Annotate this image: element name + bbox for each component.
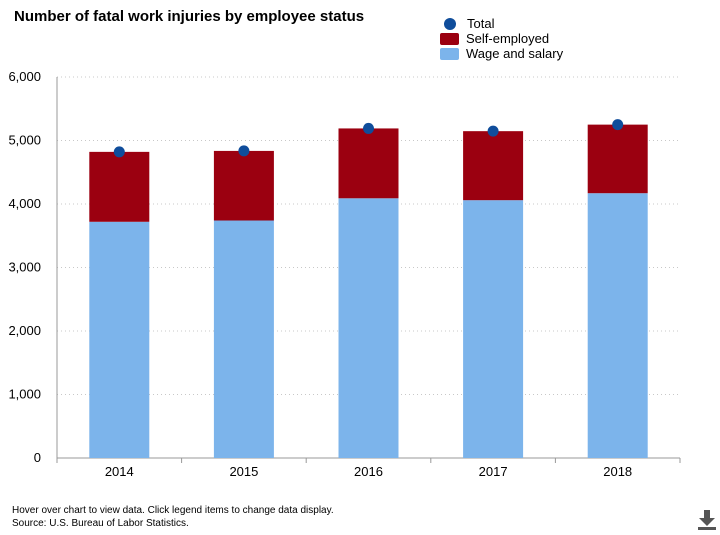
bar-wage-and-salary (463, 200, 524, 458)
bar-self-employed (213, 150, 274, 221)
bar-self-employed (587, 124, 648, 194)
x-tick-label: 2014 (105, 464, 134, 479)
legend-label-self-employed: Self-employed (466, 31, 550, 46)
legend-swatch-total (444, 17, 456, 30)
legend-swatch-wage-and-salary (440, 47, 459, 60)
bar-wage-and-salary (213, 220, 274, 458)
point-total (238, 145, 250, 157)
download-icon[interactable] (696, 508, 718, 530)
bar-self-employed (89, 151, 150, 222)
x-tick-label: 2016 (354, 464, 383, 479)
x-tick-label: 2018 (603, 464, 632, 479)
bar-wage-and-salary (338, 198, 399, 458)
chart-footer: Hover over chart to view data. Click leg… (12, 504, 334, 530)
y-tick-label: 5,000 (8, 133, 41, 148)
bar-self-employed (463, 131, 524, 201)
y-tick-label: 3,000 (8, 260, 41, 275)
legend-item-self-employed[interactable]: Self-employed (440, 31, 563, 46)
legend-label-total: Total (467, 16, 495, 31)
chart-plot[interactable]: 0 1,000 2,000 3,000 4,000 5,000 6,000 2014 2015 2… (0, 0, 720, 500)
source-note: Source: U.S. Bureau of Labor Statistics. (12, 518, 189, 529)
x-tick-label: 2017 (479, 464, 508, 479)
point-total (612, 119, 624, 131)
legend: Total Self-employed Wage and salary (440, 16, 563, 61)
legend-item-total[interactable]: Total (440, 16, 563, 31)
y-tick-label: 0 (34, 450, 41, 465)
bar-wage-and-salary (587, 193, 648, 458)
chart-title: Number of fatal work injuries by employe… (14, 8, 365, 25)
point-total (113, 146, 125, 158)
x-tick-label: 2015 (229, 464, 258, 479)
legend-swatch-self-employed (440, 32, 459, 45)
legend-label-wage-and-salary: Wage and salary (466, 46, 564, 61)
point-total (487, 125, 499, 137)
point-total (363, 122, 374, 134)
bar-self-employed (338, 128, 399, 199)
y-tick-label: 4,000 (8, 196, 41, 211)
y-tick-label: 1,000 (8, 387, 41, 402)
hover-instructions: Hover over chart to view data. Click leg… (12, 505, 334, 516)
legend-item-wage-and-salary[interactable]: Wage and salary (440, 46, 563, 61)
bar-wage-and-salary (89, 221, 150, 458)
y-tick-label: 2,000 (8, 323, 41, 338)
y-tick-label: 6,000 (8, 69, 41, 84)
